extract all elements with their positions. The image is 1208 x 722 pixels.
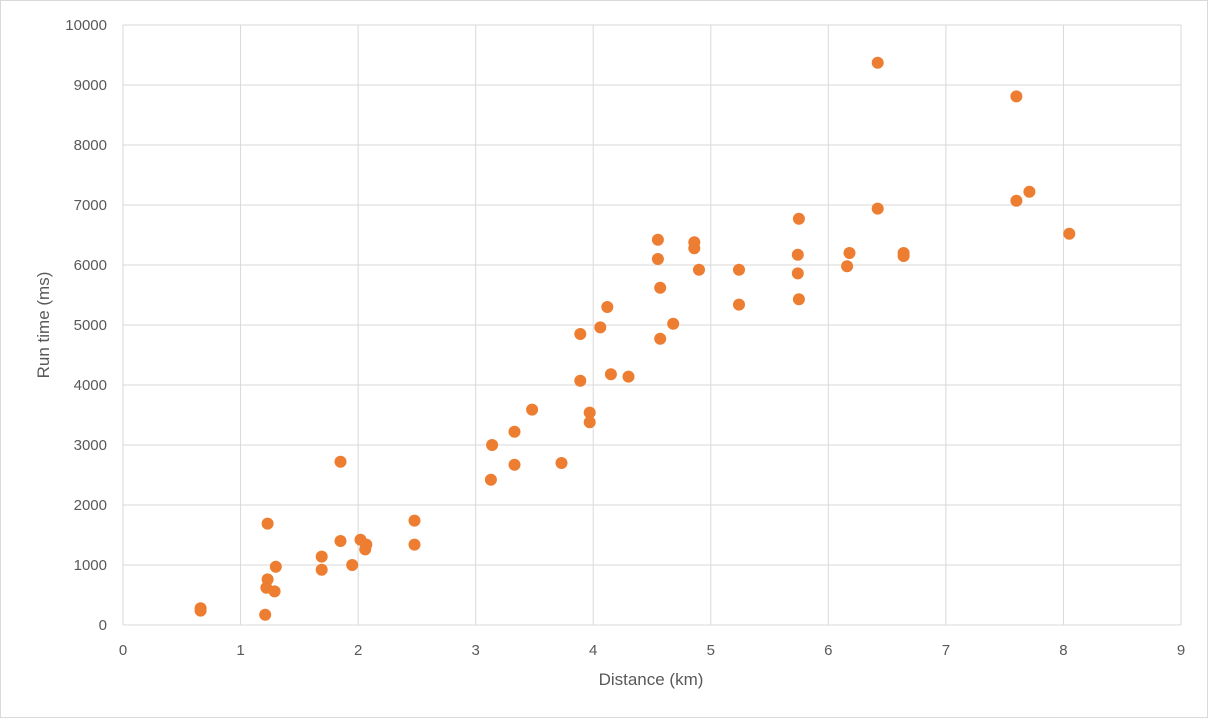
y-tick-label: 9000 — [74, 77, 107, 94]
data-point — [654, 281, 667, 294]
data-point — [486, 439, 499, 451]
x-tick-label: 5 — [707, 642, 715, 659]
x-tick-label: 6 — [824, 642, 832, 659]
data-point — [555, 457, 568, 469]
data-point — [841, 260, 854, 273]
y-tick-label: 0 — [99, 617, 107, 634]
data-point — [897, 250, 910, 262]
data-point — [334, 535, 347, 547]
data-point — [1023, 185, 1036, 198]
data-point — [508, 425, 521, 438]
data-point — [574, 328, 587, 340]
y-tick-label: 1000 — [74, 557, 107, 574]
y-tick-label: 8000 — [74, 137, 107, 154]
y-axis-ticks: 0 1000 2000 3000 4000 5000 6000 7000 8000 9000 100… — [65, 17, 107, 634]
data-point — [261, 573, 274, 586]
y-axis-title: Run time (ms) — [34, 272, 53, 379]
data-point — [484, 473, 497, 486]
x-tick-label: 4 — [589, 642, 597, 659]
data-point — [268, 585, 281, 598]
data-point — [594, 321, 607, 334]
x-tick-label: 1 — [236, 642, 244, 659]
data-point — [360, 538, 373, 551]
data-point — [871, 202, 884, 215]
x-axis-title: Distance (km) — [599, 670, 704, 689]
data-point — [1010, 90, 1023, 103]
data-point — [733, 263, 745, 276]
data-point — [733, 298, 745, 311]
x-tick-label: 8 — [1059, 642, 1067, 659]
data-point — [871, 56, 884, 69]
x-tick-label: 0 — [119, 642, 127, 659]
data-point — [346, 559, 359, 571]
data-point — [269, 560, 282, 573]
data-point — [654, 332, 667, 345]
data-point — [693, 263, 705, 276]
data-point — [792, 212, 805, 225]
data-point — [526, 403, 539, 416]
data-point — [334, 455, 347, 468]
x-tick-label: 2 — [354, 642, 362, 659]
data-point — [194, 604, 207, 617]
x-tick-label: 7 — [942, 642, 950, 659]
data-point — [315, 550, 328, 563]
y-tick-label: 7000 — [74, 197, 107, 214]
data-point — [667, 317, 680, 330]
data-point — [315, 563, 328, 576]
data-point — [408, 538, 421, 551]
data-point — [688, 242, 701, 255]
data-point — [583, 406, 596, 419]
y-tick-label: 6000 — [74, 257, 107, 274]
data-point — [574, 374, 587, 387]
data-point — [583, 416, 596, 429]
data-point — [408, 514, 421, 527]
data-point — [261, 517, 274, 530]
y-tick-label: 10000 — [65, 17, 107, 34]
y-tick-label: 3000 — [74, 437, 107, 454]
data-points — [194, 56, 1076, 621]
data-point — [651, 233, 664, 246]
y-tick-label: 2000 — [74, 497, 107, 514]
data-point — [622, 370, 635, 383]
x-tick-label: 9 — [1177, 642, 1185, 659]
y-tick-label: 5000 — [74, 317, 107, 334]
data-point — [508, 458, 521, 471]
data-point — [1010, 194, 1023, 207]
gridlines — [122, 24, 1182, 626]
data-point — [843, 247, 856, 259]
data-point — [791, 267, 804, 280]
data-point — [259, 608, 272, 621]
data-point — [604, 368, 617, 381]
data-point — [601, 301, 614, 313]
data-point — [792, 293, 805, 306]
data-point — [1063, 227, 1076, 240]
data-point — [791, 248, 804, 261]
data-point — [651, 253, 664, 265]
x-tick-label: 3 — [471, 642, 479, 659]
y-tick-label: 4000 — [74, 377, 107, 394]
x-axis-ticks: 0 1 2 3 4 5 6 7 8 9 — [119, 642, 1185, 659]
